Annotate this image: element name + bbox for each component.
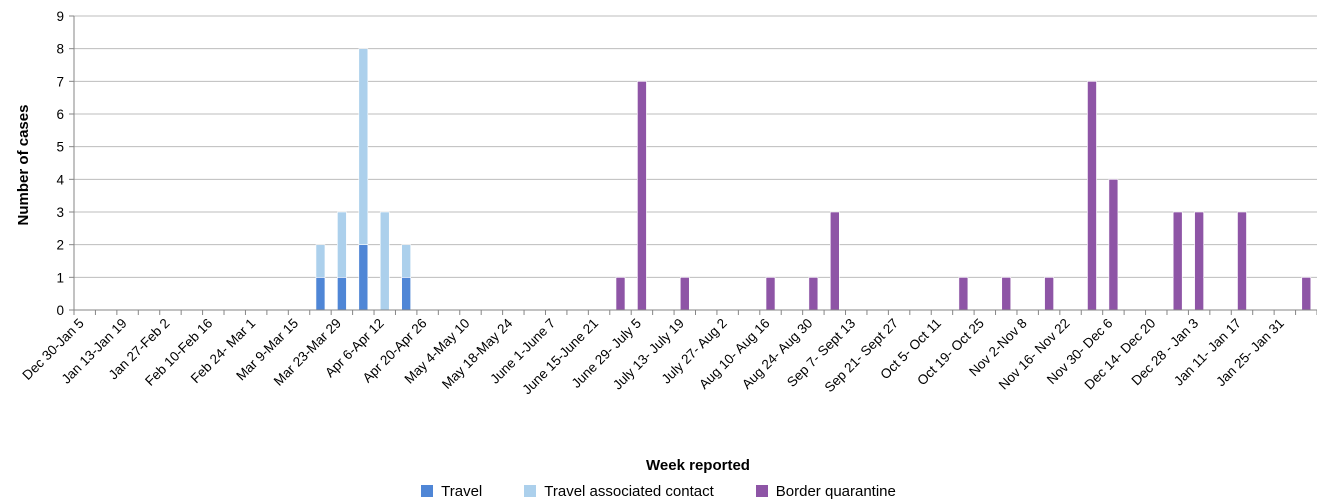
bar-border-quarantine bbox=[637, 81, 647, 311]
bar-border-quarantine bbox=[1301, 277, 1312, 311]
legend-swatch-travel bbox=[421, 485, 434, 497]
bar-border-quarantine bbox=[765, 277, 776, 311]
bar-border-quarantine bbox=[958, 277, 969, 311]
y-axis-title: Number of cases bbox=[15, 105, 32, 226]
legend-item-travel: Travel bbox=[421, 483, 482, 500]
y-tick-label: 3 bbox=[56, 205, 64, 220]
bar-travel bbox=[358, 244, 369, 311]
bar-travel bbox=[337, 277, 347, 311]
bar-border-quarantine bbox=[808, 277, 819, 311]
legend-label-border-quarantine: Border quarantine bbox=[775, 482, 896, 500]
bar-travel bbox=[315, 277, 326, 311]
bar-border-quarantine bbox=[615, 277, 626, 311]
legend-swatch-border-quarantine bbox=[755, 485, 768, 497]
bar-travel-associated-contact bbox=[379, 211, 390, 311]
bar-border-quarantine bbox=[1044, 277, 1054, 311]
legend-item-border-quarantine: Border quarantine bbox=[755, 482, 896, 500]
y-tick-label: 2 bbox=[56, 238, 64, 253]
axes bbox=[69, 15, 1317, 315]
bar-travel-associated-contact bbox=[401, 244, 411, 278]
y-tick-labels: 0 1 2 3 4 5 6 7 8 9 bbox=[56, 9, 64, 318]
y-tick-label: 9 bbox=[56, 9, 64, 24]
bar-travel bbox=[401, 277, 411, 311]
y-tick-label: 5 bbox=[56, 140, 64, 155]
bar-border-quarantine bbox=[830, 211, 840, 311]
bar-border-quarantine bbox=[1237, 211, 1247, 311]
bar-border-quarantine bbox=[1087, 81, 1097, 311]
y-tick-label: 8 bbox=[56, 42, 64, 57]
bar-border-quarantine bbox=[679, 277, 690, 311]
x-axis-title: Week reported bbox=[646, 457, 750, 474]
bar-border-quarantine bbox=[1001, 277, 1012, 311]
bar-border-quarantine bbox=[1172, 211, 1183, 311]
gridlines bbox=[74, 15, 1317, 278]
y-tick-label: 4 bbox=[56, 172, 64, 187]
y-tick-label: 0 bbox=[56, 303, 64, 318]
legend-swatch-travel-associated-contact bbox=[524, 485, 537, 497]
bar-travel-associated-contact bbox=[315, 244, 326, 278]
y-tick-label: 6 bbox=[56, 107, 64, 122]
legend: Travel Travel associated contact Border … bbox=[0, 478, 1317, 504]
legend-label-travel: Travel bbox=[441, 482, 483, 500]
bar-travel-associated-contact bbox=[358, 48, 369, 245]
bar-border-quarantine bbox=[1108, 179, 1119, 311]
bars bbox=[315, 48, 1312, 311]
y-tick-label: 1 bbox=[56, 270, 64, 285]
bar-travel-associated-contact bbox=[337, 211, 347, 278]
x-tick-label: June 15-June 21 bbox=[519, 316, 601, 398]
x-tick-label: Sep 21- Sept 27 bbox=[822, 316, 902, 396]
legend-label-travel-associated-contact: Travel associated contact bbox=[544, 482, 714, 500]
bar-border-quarantine bbox=[1194, 211, 1204, 311]
y-tick-label: 7 bbox=[56, 74, 64, 89]
legend-item-travel-associated-contact: Travel associated contact bbox=[524, 483, 714, 500]
